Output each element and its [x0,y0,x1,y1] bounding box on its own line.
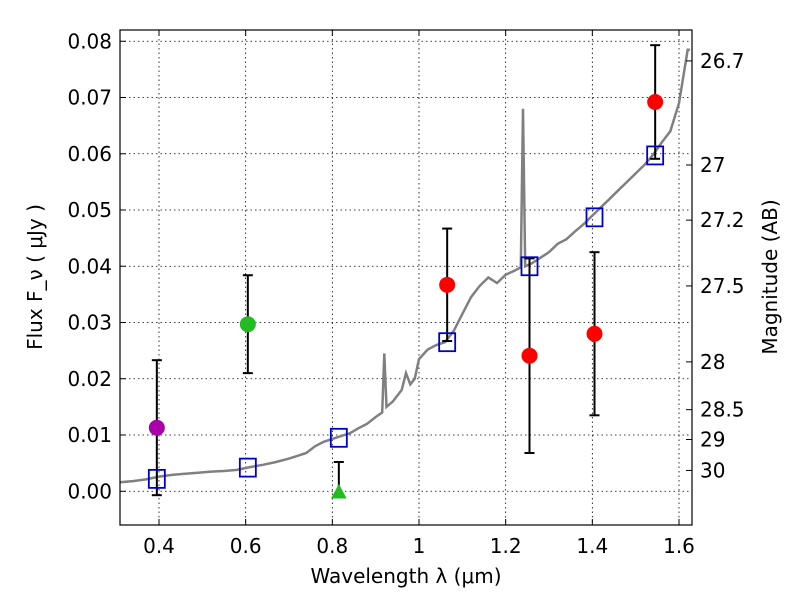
y-tick-label: 0.03 [67,311,112,335]
y-axis-label: Flux F_ν ( μJy ) [23,204,47,350]
marker-layer [147,94,665,499]
right-tick-label: 27 [700,153,725,177]
model-square-marker [520,256,539,277]
observed-flux-marker [647,94,664,110]
right-tick-label: 27.5 [700,274,745,298]
model-square-marker [438,332,457,353]
y-tick-label: 0.06 [67,142,112,166]
errorbar-layer [151,44,661,497]
x-tick-label: 1 [413,534,426,558]
model-square-marker [329,427,348,448]
x-tick-label: 0.4 [143,534,175,558]
y-tick-label: 0.04 [67,254,112,278]
tick-layer: 0.4 0.6 0.8 1 1.2 1.4 1.6 0.00 0.01 0.02 0.03 0.04 0… [67,29,744,558]
model-square-marker [646,145,665,166]
x-tick-label: 1.4 [576,534,608,558]
y-tick-label: 0.00 [67,479,112,503]
observed-flux-marker [239,316,256,333]
right-tick-label: 29 [700,428,725,452]
y-tick-label: 0.05 [67,198,112,222]
x-axis-label: Wavelength λ (μm) [310,564,501,588]
y-tick-label: 0.08 [67,29,112,53]
right-axis-label: Magnitude (AB) [758,199,782,354]
spectrum-line [119,48,690,484]
observed-flux-marker [148,419,165,436]
right-tick-label: 28.5 [700,398,745,422]
right-tick-label: 27.2 [700,208,745,232]
y-tick-label: 0.01 [67,423,112,447]
model-square-marker [147,468,166,489]
spectrum-layer [119,48,690,484]
y-tick-label: 0.07 [67,86,112,110]
right-tick-label: 26.7 [700,49,745,73]
grid [120,30,692,525]
x-tick-label: 1.2 [490,534,522,558]
observed-flux-marker [586,325,603,342]
y-tick-label: 0.02 [67,367,112,391]
observed-flux-marker [439,276,456,293]
model-square-marker [585,207,604,228]
right-tick-label: 30 [700,458,725,482]
model-square-marker [238,457,257,478]
x-tick-label: 0.8 [316,534,348,558]
upper-limit-triangle-marker [330,483,347,499]
x-tick-label: 1.6 [663,534,695,558]
right-tick-label: 28 [700,350,725,374]
x-tick-label: 0.6 [230,534,262,558]
observed-flux-marker [521,347,538,364]
plot-frame [119,29,693,526]
